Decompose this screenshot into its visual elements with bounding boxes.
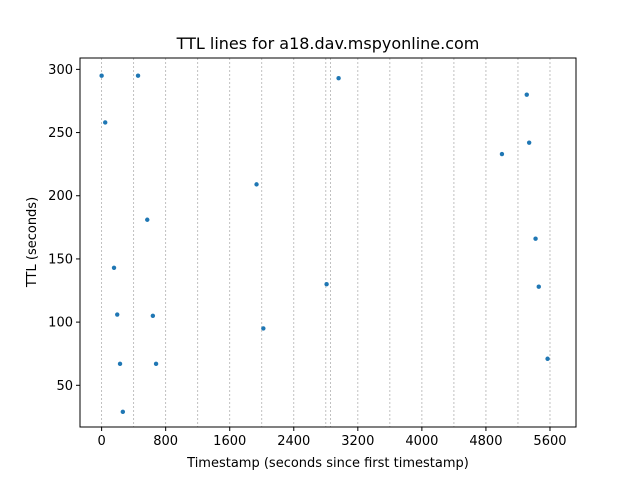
x-axis-ticks: 0 800 1600 2400 3200 4000 4800 5600 <box>97 427 567 449</box>
data-point <box>150 313 156 318</box>
data-point <box>99 73 104 78</box>
x-tick-label: 4000 <box>405 434 438 449</box>
y-tick-label: 300 <box>48 63 73 78</box>
y-tick-label: 100 <box>48 316 73 331</box>
data-point <box>111 265 117 270</box>
x-tick-label: 0 <box>97 434 105 449</box>
y-axis-ticks: 50 100 150 200 250 300 <box>48 63 80 394</box>
data-point <box>254 182 259 187</box>
data-point <box>135 73 141 78</box>
data-point <box>120 409 126 415</box>
data-point <box>524 92 529 97</box>
data-point <box>499 151 505 157</box>
data-point <box>153 361 159 367</box>
data-points <box>99 73 550 415</box>
x-axis-label: Timestamp (seconds since first timestamp… <box>186 456 469 471</box>
x-tick-label: 1600 <box>213 434 246 449</box>
data-point <box>261 326 266 331</box>
y-tick-label: 200 <box>48 189 73 204</box>
y-axis-label: TTL (seconds) <box>25 197 40 288</box>
x-tick-label: 4800 <box>469 434 502 449</box>
data-point <box>115 312 120 317</box>
data-point <box>324 282 329 287</box>
data-point <box>526 140 532 145</box>
y-tick-label: 50 <box>56 379 73 394</box>
chart-title: TTL lines for a18.dav.mspyonline.com <box>176 34 480 53</box>
plot-frame <box>79 57 577 428</box>
data-point <box>545 356 550 361</box>
x-tick-label: 3200 <box>341 434 374 449</box>
data-point <box>103 120 108 125</box>
x-tick-label: 2400 <box>277 434 310 449</box>
y-tick-label: 250 <box>48 126 73 141</box>
data-point <box>336 76 341 81</box>
data-point <box>533 236 538 241</box>
y-tick-label: 150 <box>48 252 73 267</box>
x-tick-label: 800 <box>153 434 178 449</box>
data-point <box>536 284 541 289</box>
data-point <box>145 217 150 222</box>
x-tick-label: 5600 <box>533 434 566 449</box>
data-point <box>117 361 123 367</box>
vertical-grid-lines <box>101 58 551 427</box>
